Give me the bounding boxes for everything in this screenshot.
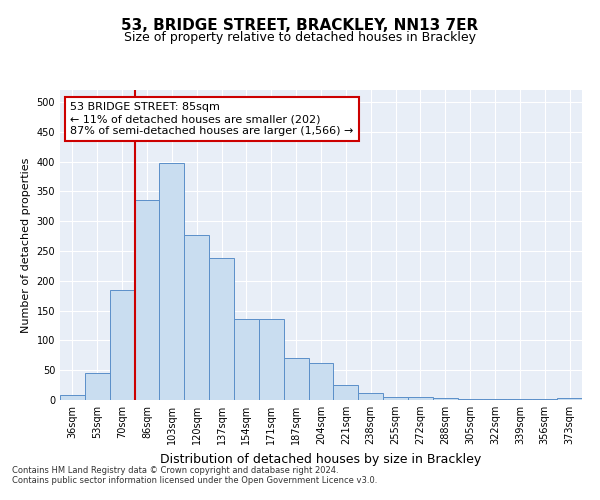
Bar xyxy=(358,394,383,400)
Bar xyxy=(334,385,358,400)
Bar xyxy=(60,395,85,400)
Text: 53, BRIDGE STREET, BRACKLEY, NN13 7ER: 53, BRIDGE STREET, BRACKLEY, NN13 7ER xyxy=(121,18,479,32)
Y-axis label: Number of detached properties: Number of detached properties xyxy=(21,158,31,332)
Bar xyxy=(110,290,134,400)
Bar xyxy=(383,397,408,400)
Bar xyxy=(557,398,582,400)
Bar xyxy=(284,358,308,400)
Bar xyxy=(184,236,209,400)
Bar xyxy=(134,200,160,400)
Bar xyxy=(458,399,482,400)
Text: Contains HM Land Registry data © Crown copyright and database right 2024.
Contai: Contains HM Land Registry data © Crown c… xyxy=(12,466,377,485)
Bar xyxy=(234,319,259,400)
Bar xyxy=(85,372,110,400)
Bar xyxy=(433,398,458,400)
Bar xyxy=(408,397,433,400)
Text: Size of property relative to detached houses in Brackley: Size of property relative to detached ho… xyxy=(124,31,476,44)
Bar xyxy=(259,319,284,400)
Bar xyxy=(308,363,334,400)
X-axis label: Distribution of detached houses by size in Brackley: Distribution of detached houses by size … xyxy=(160,452,482,466)
Bar xyxy=(209,258,234,400)
Text: 53 BRIDGE STREET: 85sqm
← 11% of detached houses are smaller (202)
87% of semi-d: 53 BRIDGE STREET: 85sqm ← 11% of detache… xyxy=(70,102,354,136)
Bar xyxy=(160,162,184,400)
